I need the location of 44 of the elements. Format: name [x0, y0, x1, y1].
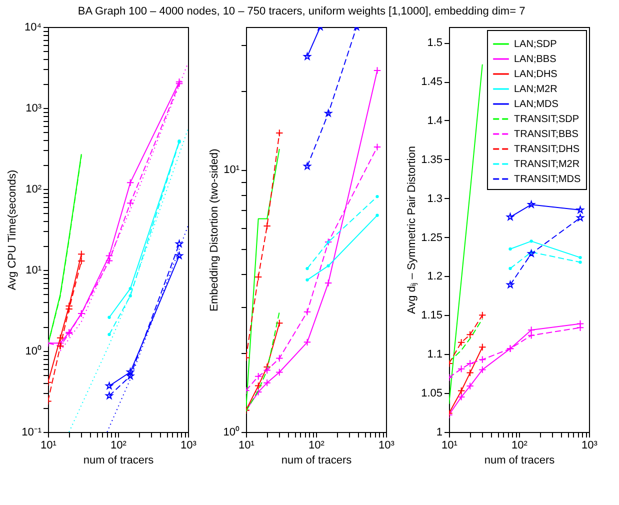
- legend-label: LAN;M2R: [514, 84, 558, 95]
- y-tick-label: 1.35: [421, 154, 442, 166]
- y-tick-label: 1.2: [427, 270, 442, 283]
- legend-label: LAN;SDP: [514, 39, 558, 50]
- x-tick-label: 10²: [308, 440, 325, 452]
- y-tick-label: 1: [436, 426, 442, 438]
- x-tick-label: 10²: [110, 440, 127, 452]
- legend-label: TRANSIT;DHS: [514, 144, 580, 155]
- legend-label: TRANSIT;M2R: [514, 159, 580, 170]
- y-tick-label: 1.1: [427, 348, 442, 361]
- x-tick-label: 10¹: [40, 440, 57, 452]
- legend-label: LAN;DHS: [514, 69, 558, 80]
- x-tick-label: 10²: [512, 440, 528, 452]
- x-axis-title: num of tracers: [281, 454, 352, 466]
- y-axis-title: Avg dᵢⱼ – Symmetric Pair Distortion: [406, 146, 418, 314]
- y-tick-label: 1.05: [421, 388, 442, 400]
- y-axis-title: Avg CPU Time(seconds): [6, 170, 19, 290]
- x-axis-title: num of tracers: [484, 454, 556, 466]
- y-tick-label: 1.5: [427, 37, 442, 50]
- y-tick-label: 10¹: [26, 264, 42, 276]
- x-axis-title: num of tracers: [83, 454, 154, 466]
- y-tick-label: 10³: [26, 102, 42, 114]
- text: BA Graph 100 – 4000 nodes, 10 – 750 tracers, uniform weights [1,1000], embedding dim= 7: [78, 6, 526, 18]
- y-tick-label: 1.15: [421, 310, 442, 322]
- x-tick-label: 10³: [378, 440, 395, 452]
- y-tick-label: 10⁰: [25, 344, 42, 358]
- x-tick-label: 10³: [582, 440, 598, 452]
- y-tick-label: 10⁻¹: [22, 426, 42, 438]
- x-tick-label: 10¹: [238, 440, 255, 452]
- legend-label: TRANSIT;BBS: [514, 129, 579, 140]
- legend-label: TRANSIT;MDS: [514, 174, 581, 185]
- legend-label: LAN;BBS: [514, 54, 557, 65]
- y-axis-title: Embedding Distortion (two-sided): [208, 148, 220, 312]
- x-tick-label: 10¹: [442, 440, 458, 452]
- legend-label: LAN;MDS: [514, 99, 559, 110]
- y-tick-label: 10²: [26, 184, 42, 196]
- y-tick-label: 1.45: [421, 76, 442, 88]
- x-tick-label: 10³: [180, 440, 197, 452]
- y-tick-label: 1.4: [427, 114, 442, 127]
- y-tick-label: 10⁰: [223, 426, 240, 438]
- y-tick-label: 1.3: [427, 192, 442, 205]
- y-tick-label: 10⁴: [24, 22, 42, 34]
- legend-label: TRANSIT;SDP: [514, 114, 580, 125]
- y-tick-label: 1.25: [421, 232, 442, 244]
